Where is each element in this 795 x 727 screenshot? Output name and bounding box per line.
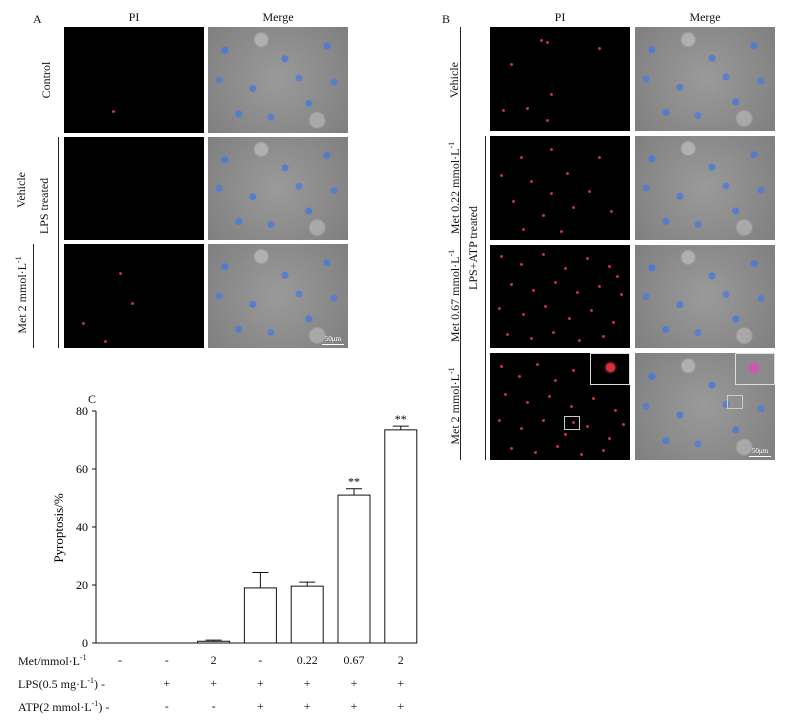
panel-a-pi-header: PI: [128, 10, 140, 24]
row-label-lps: LPS(0.5 mg·L-1) -: [18, 676, 106, 691]
panel-b-pi-met3: [490, 353, 630, 460]
panel-a-pi-met: [64, 244, 204, 348]
condition-cell: +: [210, 676, 217, 690]
bar: [243, 587, 277, 644]
condition-cell: 0.67: [343, 653, 365, 667]
panel-b-pi-met1: [490, 136, 630, 240]
y-tick-label: 0: [82, 636, 88, 650]
panel-a-group-bracket: [58, 137, 59, 348]
condition-cell: +: [257, 699, 264, 713]
condition-cell: -: [118, 653, 122, 667]
condition-cell: +: [350, 699, 358, 713]
panel-b-pi-header: PI: [554, 10, 566, 24]
bar: [384, 429, 418, 644]
condition-cell: +: [257, 676, 264, 690]
condition-cell: +: [163, 676, 171, 690]
condition-cell: -: [164, 653, 169, 667]
panel-b-pi-inset: [590, 353, 630, 385]
panel-a-pi-control: [64, 27, 204, 133]
condition-cell: +: [303, 699, 311, 713]
panel-a-pi-vehicle: [64, 137, 204, 240]
bar: [197, 640, 231, 644]
panel-b-scale-bar: 50μm: [749, 447, 771, 457]
y-tick-label: 80: [76, 404, 88, 418]
bar: [337, 494, 371, 644]
condition-cell: -: [258, 653, 263, 667]
panel-b-outer-bracket: [460, 27, 461, 460]
y-tick-label: 60: [76, 462, 88, 476]
panel-b-merge-met1: [635, 136, 775, 240]
panel-b-pi-met2: [490, 245, 630, 348]
condition-cell: +: [397, 676, 405, 690]
panel-b-group-bracket: [485, 136, 486, 460]
condition-cell: 2: [397, 653, 404, 667]
condition-cell: +: [303, 676, 311, 690]
condition-cell: +: [397, 699, 405, 713]
condition-cell: -: [164, 699, 169, 713]
panel-b-merge-vehicle: [635, 27, 775, 131]
panel-b-merge-met2: [635, 245, 775, 348]
panel-a-merge-control: [208, 27, 348, 133]
panel-b-pi-roi-box: [564, 416, 580, 430]
condition-cell: 0.22: [296, 653, 318, 667]
condition-cell: +: [350, 676, 358, 690]
panel-a-met-bracket: [33, 244, 34, 348]
panel-b-merge-roi-box: [727, 395, 743, 409]
chart-bars: ** **: [197, 412, 418, 644]
condition-cell: 2: [210, 653, 217, 667]
panel-b-pi-vehicle: [490, 27, 630, 131]
y-tick-label: 20: [76, 578, 88, 592]
panel-b-merge-header: Merge: [689, 10, 721, 24]
row-label-met: Met/mmol·L-1: [18, 653, 87, 668]
bar: [290, 585, 324, 644]
panel-c-letter: C: [88, 392, 97, 406]
condition-cell: -: [211, 699, 216, 713]
panel-b-merge-met3: 50μm: [635, 353, 775, 460]
panel-a-merge-header: Merge: [262, 10, 294, 24]
panel-b-merge-inset: [735, 353, 775, 385]
panel-a-scale-bar: 50μm: [322, 335, 344, 345]
row-label-atp: ATP(2 mmol·L-1) -: [18, 699, 110, 714]
y-tick-label: 40: [76, 520, 88, 534]
panel-a-merge-met: 50μm: [208, 244, 348, 348]
panel-b-letter: B: [442, 12, 451, 26]
significance-mark: **: [395, 412, 407, 426]
panel-a-letter: A: [33, 12, 42, 26]
panel-a-merge-vehicle: [208, 137, 348, 240]
y-axis-label: Pyroptosis/%: [51, 493, 66, 563]
significance-mark: **: [348, 475, 360, 489]
